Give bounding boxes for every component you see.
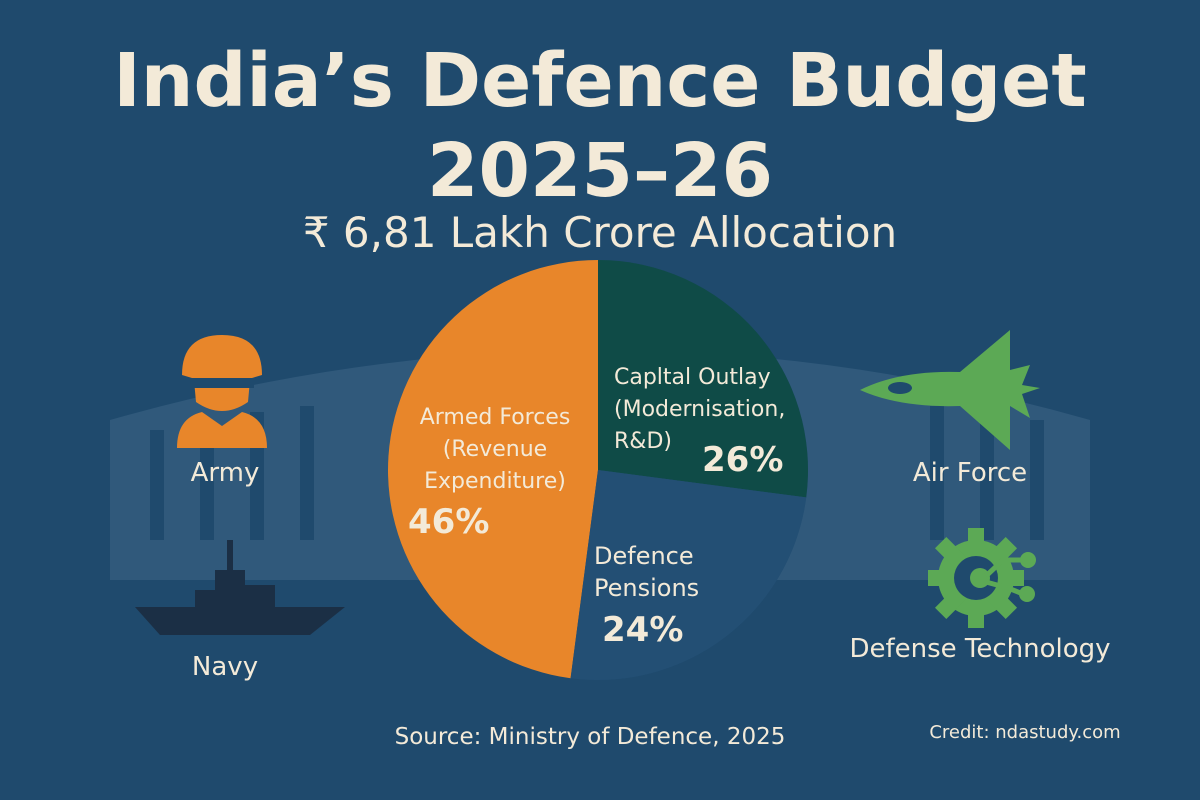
slice-label-line: Defence xyxy=(594,542,694,570)
air-force-label: Air Force xyxy=(912,458,1028,488)
slice-label-capital-outlay: Capltal Outlay (Modernisation, R&D) 26% xyxy=(614,362,786,480)
fighter-jet-icon xyxy=(860,330,1040,450)
pie-slice xyxy=(598,260,809,498)
page-subtitle: ₹ 6,81 Lakh Crore Allocation xyxy=(302,208,898,257)
slice-label-line: Pensions xyxy=(594,574,700,602)
slice-label-line: R&D) xyxy=(614,429,672,454)
slice-label-armed-forces: Armed Forces (Revenue Expenditure) 46% xyxy=(400,402,590,542)
slice-label-defence-pensions: Defence Pensions 24% xyxy=(594,540,700,650)
source-note: Source: Ministry of Defence, 2025 xyxy=(394,724,786,750)
army-label: Army xyxy=(190,458,260,488)
pie-slice xyxy=(387,260,598,679)
page-title: India’s Defence Budget xyxy=(113,38,1087,124)
page-title-year: 2025–26 xyxy=(427,128,773,214)
pie-slice xyxy=(570,470,807,681)
soldier-icon xyxy=(177,335,267,448)
slice-label-line: Armed Forces xyxy=(419,405,571,430)
warship-icon xyxy=(135,540,345,635)
gear-circuit-icon xyxy=(928,528,1036,628)
slice-label-line: Expenditure) xyxy=(424,469,566,494)
credit-note: Credit: ndastudy.com xyxy=(929,722,1121,743)
slice-label-line: (Modernisation, xyxy=(614,397,786,422)
slice-value-label: 26% xyxy=(702,440,784,480)
slice-value-label: 24% xyxy=(602,610,684,650)
navy-label: Navy xyxy=(191,652,259,682)
slice-value-label: 46% xyxy=(408,502,490,542)
slice-label-line: (Revenue xyxy=(442,437,548,462)
defense-technology-label: Defense Technology xyxy=(849,634,1111,664)
slice-label-line: Capltal Outlay xyxy=(614,365,771,390)
